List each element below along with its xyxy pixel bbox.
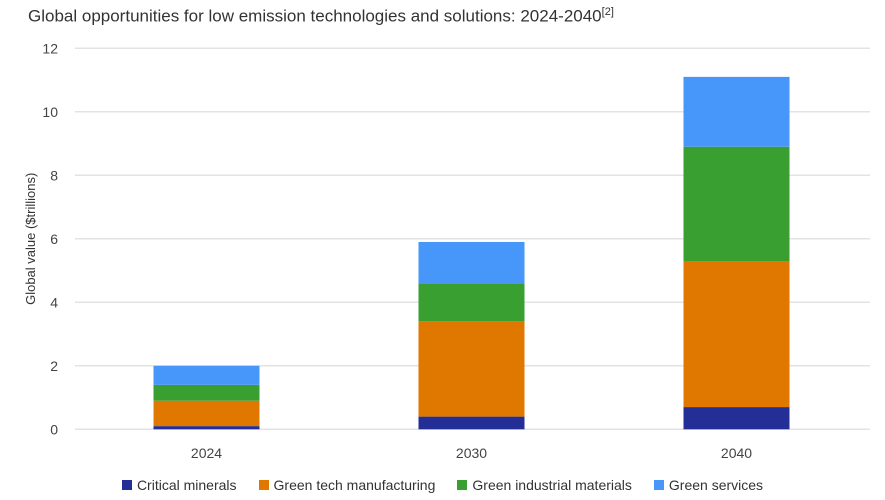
legend-label: Green services xyxy=(668,477,764,493)
legend-label: Critical minerals xyxy=(136,477,237,493)
bar-segment-green-tech-manufacturing xyxy=(683,261,790,408)
legend-item[interactable]: Green tech manufacturing xyxy=(258,477,436,493)
y-tick-label: 4 xyxy=(50,294,58,310)
y-tick-label: 10 xyxy=(42,104,58,120)
bar-segment-green-tech-manufacturing xyxy=(418,321,525,417)
chart-title: Global opportunities for low emission te… xyxy=(28,6,614,27)
bar-segment-green-industrial-materials xyxy=(418,283,525,322)
legend-label: Green tech manufacturing xyxy=(273,477,436,493)
bar-segment-green-tech-manufacturing xyxy=(153,400,260,427)
legend-swatch xyxy=(653,480,664,490)
legend-swatch xyxy=(258,480,269,490)
bar-segment-green-industrial-materials xyxy=(153,384,260,401)
y-tick-label: 2 xyxy=(50,358,58,374)
bar-segment-green-services xyxy=(418,241,525,284)
legend-item[interactable]: Green services xyxy=(653,477,764,493)
x-tick-label: 2024 xyxy=(191,445,222,461)
bar-segment-critical-minerals xyxy=(153,426,260,430)
y-tick-label: 8 xyxy=(50,167,58,183)
bar-segment-critical-minerals xyxy=(418,416,525,430)
legend: Critical minerals Green tech manufacturin… xyxy=(0,477,885,493)
y-tick-label: 6 xyxy=(50,231,58,247)
title-footnote-ref[interactable]: [2] xyxy=(601,6,614,18)
bar-segment-green-services xyxy=(153,365,260,385)
legend-item[interactable]: Critical minerals xyxy=(121,477,237,493)
y-tick-label: 12 xyxy=(42,40,58,56)
bar-segment-green-industrial-materials xyxy=(683,146,790,262)
x-tick-label: 2040 xyxy=(721,445,752,461)
chart-title-text: Global opportunities for low emission te… xyxy=(28,6,602,26)
bar-segment-critical-minerals xyxy=(683,407,790,430)
legend-swatch xyxy=(457,480,468,490)
bar-segment-green-services xyxy=(683,76,790,147)
legend-swatch xyxy=(121,480,132,490)
legend-label: Green industrial materials xyxy=(472,477,632,493)
y-tick-label: 0 xyxy=(50,421,58,437)
x-tick-label: 2030 xyxy=(456,445,487,461)
y-axis-label: Global value ($trillions) xyxy=(23,173,38,305)
stacked-bar-chart: 0 2 4 6 8 10 12 Global value ($trillions) 2024 20… xyxy=(23,40,870,461)
legend-item[interactable]: Green industrial materials xyxy=(457,477,632,493)
